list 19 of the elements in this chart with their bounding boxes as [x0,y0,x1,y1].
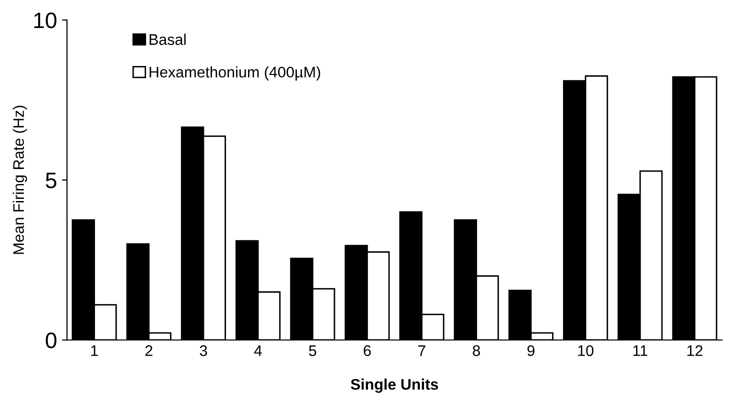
x-tick-label: 7 [418,345,426,356]
x-tick-label: 10 [578,345,594,356]
y-tick-label: 10 [34,12,56,28]
x-axis-title: Single Units [350,378,438,393]
x-tick-label: 3 [200,345,208,356]
x-tick-label: 8 [472,345,480,356]
x-tick-label: 5 [308,345,316,356]
x-tick-label: 4 [254,345,262,356]
x-tick-label: 6 [364,345,371,356]
x-tick-label: 11 [633,345,648,356]
x-tick-label: 1 [91,345,98,356]
y-tick-label: 0 [46,332,56,348]
x-tick-label: 12 [687,345,702,356]
y-tick-label: 5 [46,172,56,188]
x-tick-label: 9 [527,345,534,356]
legend-label: Hexamethonium (400µM) [150,66,320,81]
y-axis-title: Mean Firing Rate (Hz) [12,106,28,254]
legend-label: Basal [150,34,186,45]
x-tick-label: 2 [145,345,152,356]
